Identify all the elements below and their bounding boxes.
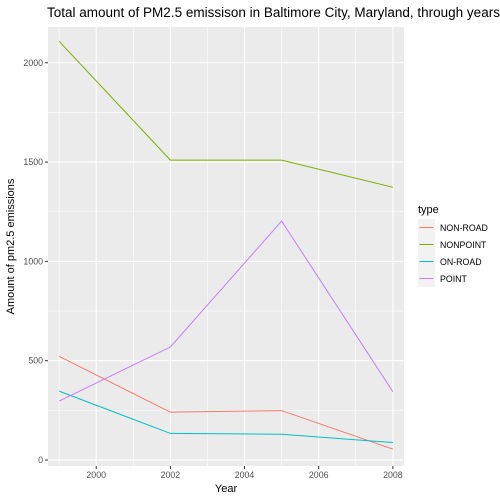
- legend-label: POINT: [440, 274, 468, 284]
- y-axis-title: Amount of pm2.5 emissions: [5, 178, 17, 314]
- series-line-nonpoint: [58, 40, 393, 188]
- y-tick-label: 1000: [23, 256, 43, 266]
- series-lines: [58, 40, 394, 450]
- series-line-non-road: [58, 355, 394, 450]
- series-line-on-road: [58, 390, 393, 444]
- plot-panel: [48, 27, 404, 466]
- chart-title: Total amount of PM2.5 emissison in Balti…: [47, 5, 500, 20]
- legend-title: type: [418, 204, 439, 216]
- x-tick-label: 2008: [383, 470, 403, 480]
- y-tick-label: 1500: [23, 157, 43, 167]
- legend-item: NON-ROAD: [418, 219, 488, 236]
- legend-item: NONPOINT: [418, 236, 487, 253]
- y-tick-label: 500: [28, 356, 43, 366]
- x-axis: 2000 2002 2004 2006 2008: [86, 466, 403, 480]
- x-tick-label: 2000: [86, 470, 106, 480]
- legend: type NON-ROAD NONPOINT ON-ROAD POINT: [418, 204, 488, 287]
- legend-label: NON-ROAD: [440, 223, 488, 233]
- x-tick-label: 2006: [309, 470, 329, 480]
- legend-item: ON-ROAD: [418, 253, 482, 270]
- x-axis-title: Year: [215, 483, 238, 495]
- y-axis: 0 500 1000 1500 2000: [23, 58, 48, 465]
- legend-label: NONPOINT: [440, 240, 487, 250]
- minor-gridlines: [48, 27, 404, 466]
- legend-item: POINT: [418, 270, 468, 287]
- x-tick-label: 2004: [235, 470, 255, 480]
- major-gridlines: [48, 27, 404, 466]
- y-tick-label: 2000: [23, 58, 43, 68]
- x-tick-label: 2002: [161, 470, 181, 480]
- series-line-point: [58, 220, 394, 402]
- y-tick-label: 0: [38, 455, 43, 465]
- legend-label: ON-ROAD: [440, 257, 482, 267]
